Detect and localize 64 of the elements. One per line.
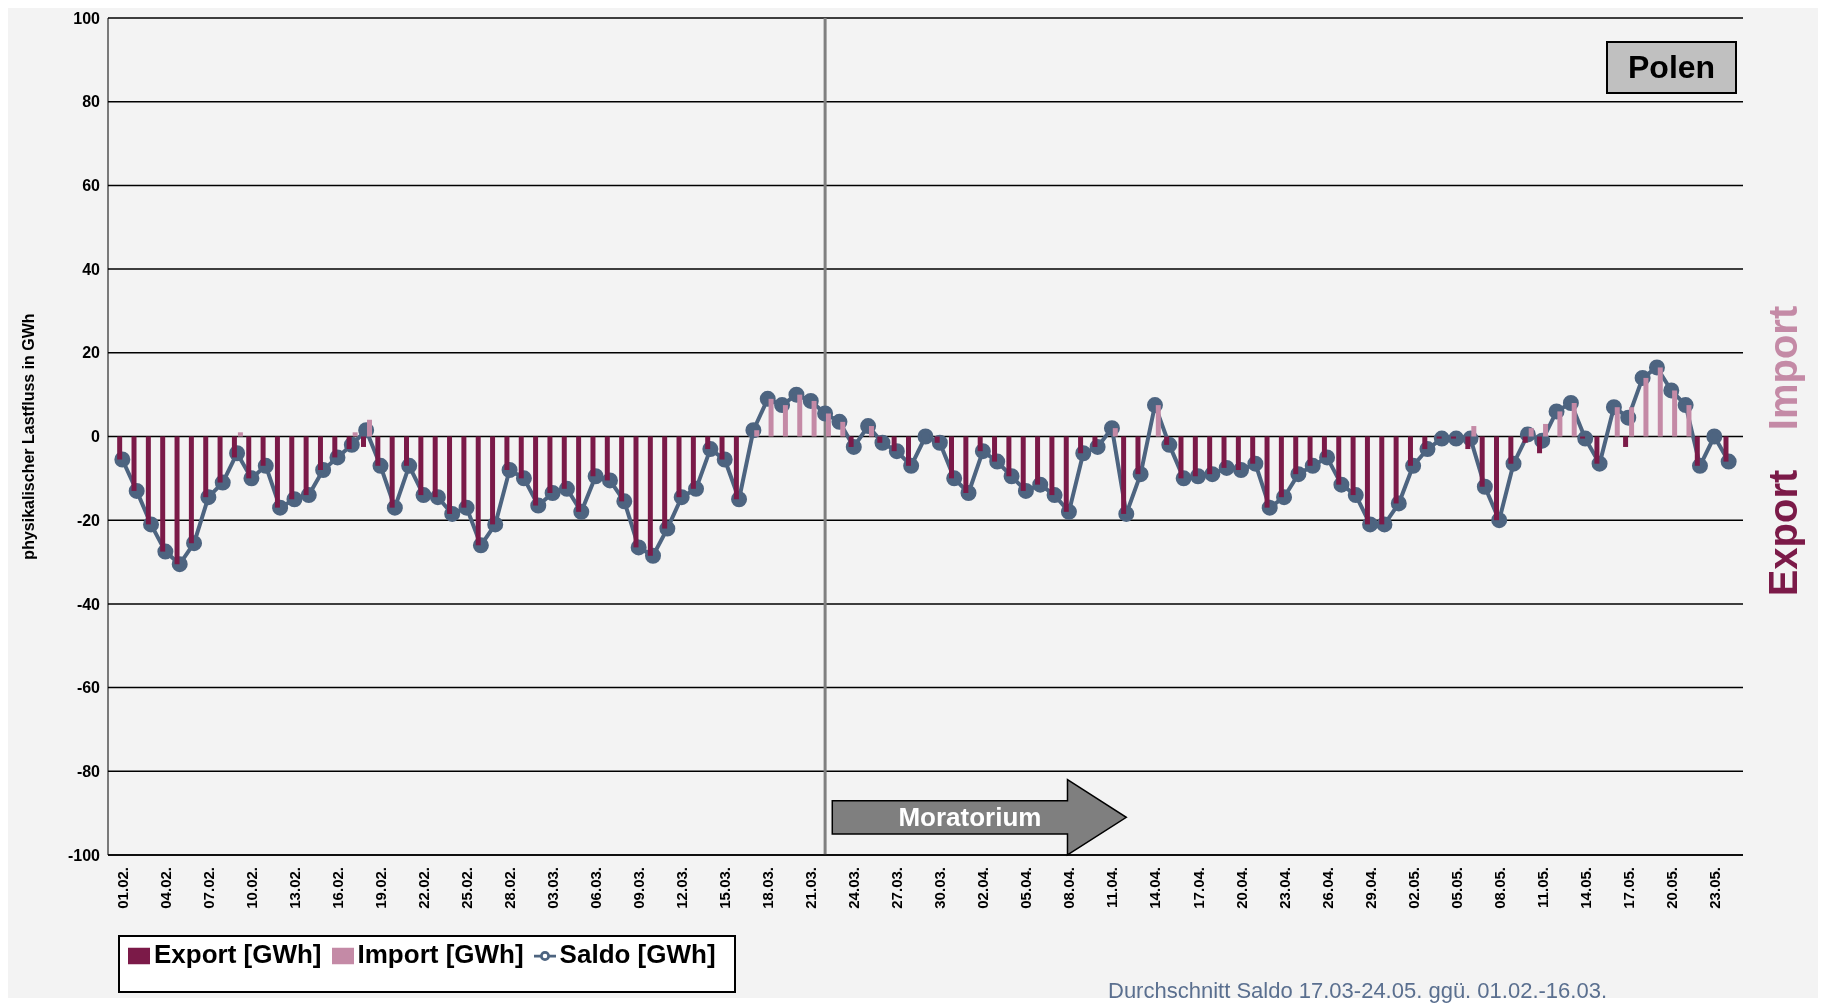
x-tick-label: 30.03.	[931, 867, 949, 909]
bar	[1112, 428, 1118, 437]
x-tick-label: 05.05.	[1447, 867, 1465, 909]
y-tick-label: 20	[82, 344, 101, 362]
text: Durchschnitt Saldo 17.03-24.05. ggü. 01.02.-16.03.	[1108, 978, 1608, 1004]
x-tick-label: 23.05.	[1705, 867, 1723, 909]
y-tick-label: 100	[73, 9, 101, 27]
y-tick-label: -80	[76, 762, 101, 780]
x-tick-label: 02.04.	[974, 867, 992, 909]
y-axis-title: physikalischer Lastfluss in GWh	[19, 313, 37, 560]
y-tick-label: 60	[82, 177, 101, 195]
x-tick-label: 15.03.	[716, 867, 734, 909]
bar	[237, 432, 243, 437]
y-tick-label: -20	[76, 511, 101, 529]
y-tick-label: -60	[76, 679, 101, 697]
x-tick-label: 02.05.	[1404, 867, 1422, 909]
x-tick-label: 04.02.	[156, 867, 174, 909]
x-tick-label: 01.02.	[113, 867, 131, 909]
x-tick-label: 23.04.	[1275, 867, 1293, 909]
annotation: Polen	[1606, 41, 1738, 94]
x-tick-label: 24.03.	[845, 867, 863, 909]
bar	[1623, 436, 1629, 447]
x-tick-label: 03.03.	[544, 867, 562, 909]
x-tick-label: 25.02.	[458, 867, 476, 909]
x-tick-label: 07.02.	[199, 867, 217, 909]
y-tick-label: 80	[82, 93, 101, 111]
x-tick-label: 26.04.	[1318, 867, 1336, 909]
x-tick-label: 20.05.	[1662, 867, 1680, 909]
x-tick-label: 09.03.	[630, 867, 648, 909]
text: Import	[1760, 305, 1806, 431]
x-tick-label: 28.02.	[501, 867, 519, 909]
text: Export	[1760, 469, 1806, 597]
x-tick-label: 11.05.	[1533, 867, 1551, 908]
x-tick-label: 18.03.	[759, 867, 777, 909]
x-tick-label: 17.05.	[1619, 867, 1637, 909]
x-tick-label: 12.03.	[673, 867, 691, 909]
x-tick-label: 08.05.	[1490, 867, 1508, 909]
x-tick-label: 14.04.	[1146, 867, 1164, 909]
legend-label: Saldo [GWh]	[559, 939, 716, 969]
x-tick-label: 19.02.	[372, 867, 389, 909]
x-tick-label: 11.04.	[1103, 867, 1121, 908]
x-tick-label: 16.02.	[328, 867, 346, 909]
x-tick-label: 29.04.	[1361, 867, 1379, 909]
x-tick-label: 20.04.	[1232, 867, 1250, 909]
x-tick-label: 21.03.	[802, 867, 820, 909]
y-tick-label: 0	[91, 428, 101, 446]
x-tick-label: 27.03.	[888, 867, 906, 909]
y-tick-label: -100	[67, 846, 101, 864]
bar	[352, 432, 358, 437]
ref-line-label: Moratorium	[898, 802, 1042, 833]
legend-label: Export [GWh]	[154, 939, 322, 969]
x-tick-label: 22.02.	[415, 867, 433, 909]
x-tick-label: 10.02.	[242, 867, 260, 909]
legend-label: Import [GWh]	[357, 939, 524, 969]
bar	[1164, 436, 1170, 445]
bar	[1522, 436, 1528, 443]
x-tick-label: 08.04.	[1060, 867, 1078, 909]
x-tick-label: 17.04.	[1189, 867, 1207, 909]
x-tick-label: 06.03.	[587, 867, 605, 909]
x-tick-label: 13.02.	[285, 867, 303, 909]
y-tick-label: -40	[76, 595, 101, 613]
y-tick-label: 40	[82, 260, 101, 278]
x-tick-label: 05.04.	[1017, 867, 1035, 909]
x-tick-label: 14.05.	[1576, 867, 1594, 909]
